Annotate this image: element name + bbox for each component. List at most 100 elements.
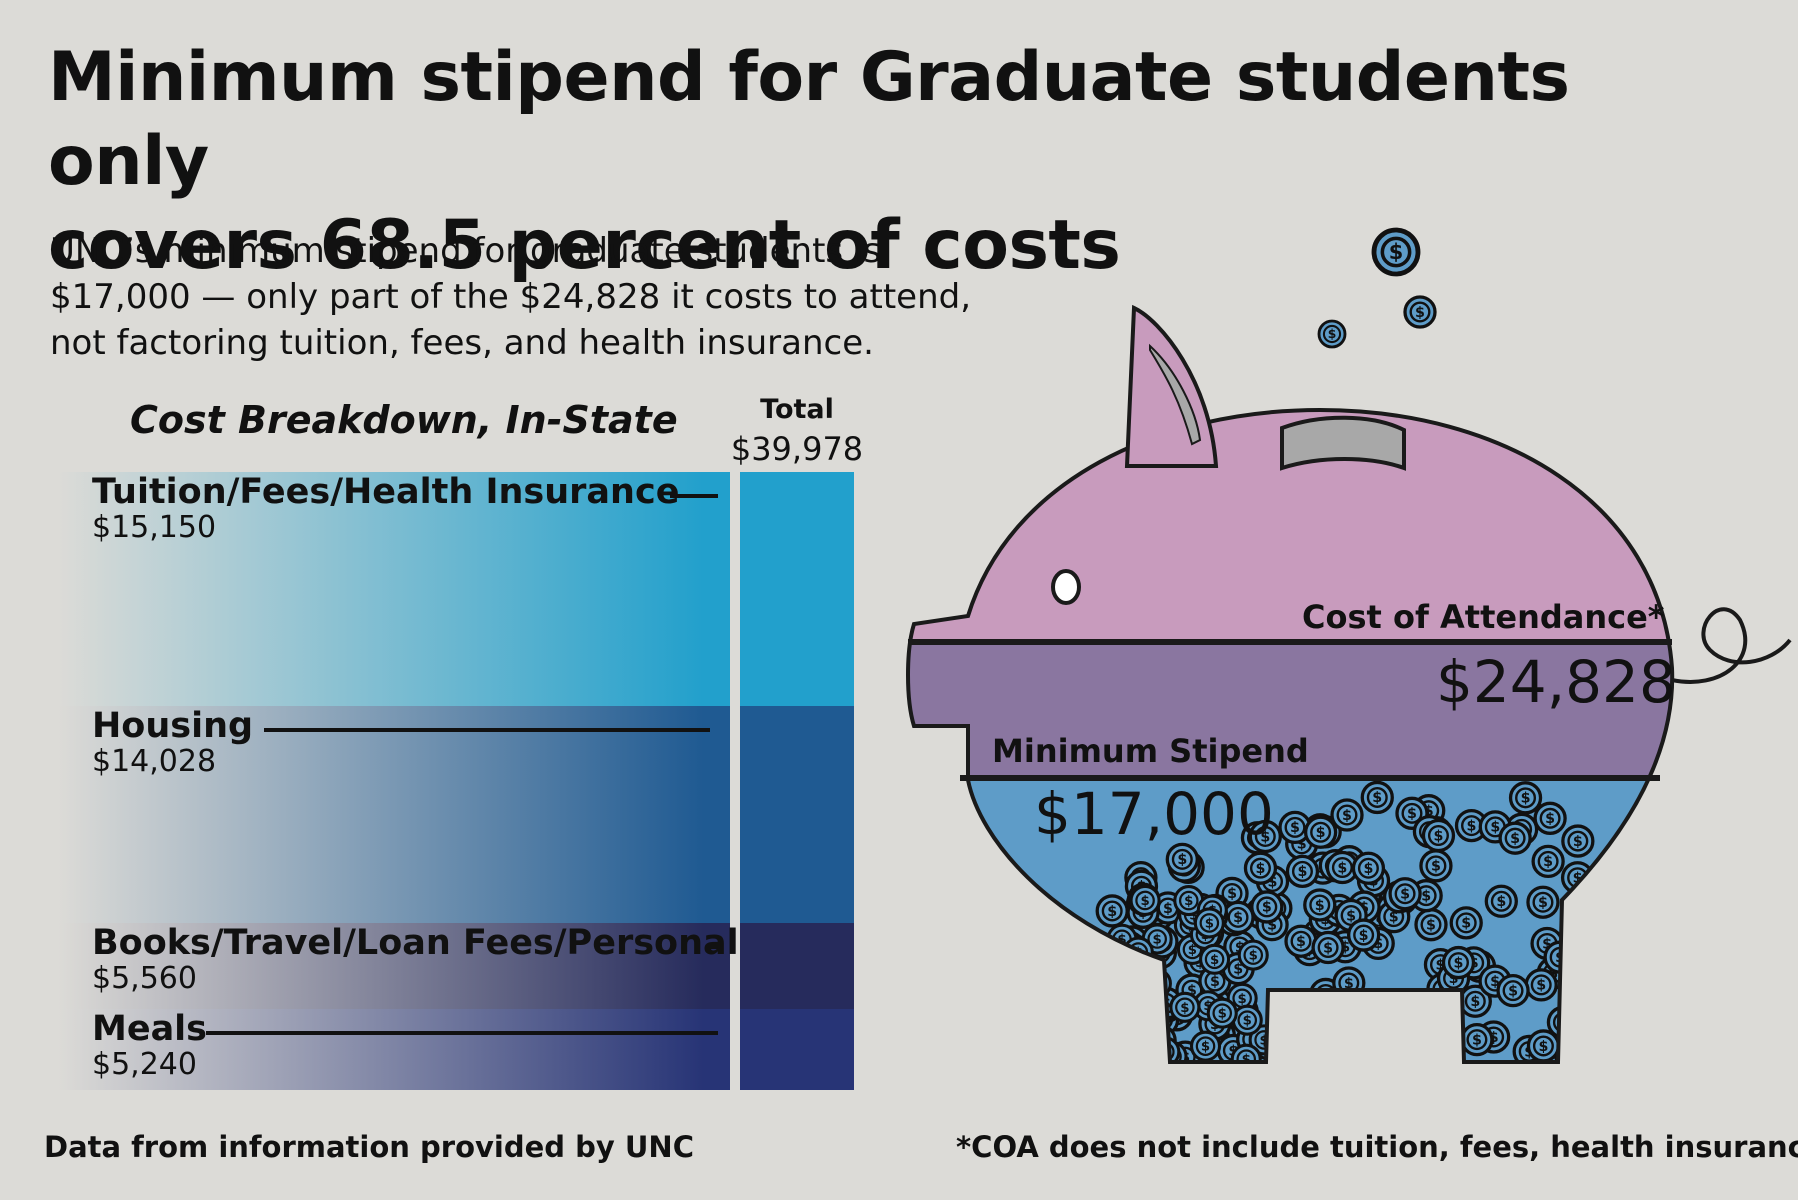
coin-icon: $ (1128, 1041, 1162, 1067)
coin-icon: $ (1508, 781, 1543, 815)
coin-icon: $ (1121, 1021, 1156, 1055)
coa-value: $24,828 (1436, 648, 1676, 716)
svg-text:$: $ (1189, 908, 1198, 923)
svg-text:$: $ (1163, 901, 1173, 917)
svg-text:$: $ (1421, 888, 1431, 904)
svg-text:$: $ (1155, 1033, 1165, 1049)
svg-text:$: $ (1268, 874, 1278, 890)
coin-icon: $ (1388, 877, 1422, 911)
svg-text:$: $ (1389, 1043, 1399, 1059)
svg-text:$: $ (1389, 240, 1404, 264)
coin-icon: $ (1308, 1009, 1342, 1043)
svg-text:$: $ (1227, 886, 1237, 902)
subtitle-line-1: UNC’s minimum stipend for graduate stude… (50, 231, 882, 271)
leader-line-meals (206, 1030, 718, 1035)
svg-text:$: $ (1436, 957, 1446, 973)
coin-icon: $ (1312, 1035, 1346, 1062)
svg-text:$: $ (1373, 936, 1383, 952)
svg-text:$: $ (1538, 1039, 1548, 1055)
svg-text:$: $ (1107, 904, 1117, 920)
coin-icon: $ (1460, 1022, 1494, 1057)
coin-icon: $ (1285, 854, 1320, 889)
coin-icon: $ (1526, 885, 1560, 919)
total-bar-housing (740, 706, 854, 924)
svg-text:$: $ (1490, 974, 1500, 990)
svg-text:$: $ (1543, 854, 1553, 870)
svg-text:$: $ (1296, 934, 1306, 950)
pig-tail (1671, 607, 1792, 684)
coin-icon: $ (1400, 997, 1435, 1031)
total-value: $39,978 (730, 430, 864, 468)
svg-text:$: $ (1249, 949, 1258, 964)
title-line-2: covers 68.5 percent of costs (48, 206, 1121, 285)
svg-text:$: $ (1187, 983, 1197, 999)
breakdown-gradient-meals (58, 1008, 730, 1090)
segment-label-books-travel-loan-fees-personal: Books/Travel/Loan Fees/Personal (92, 923, 739, 964)
svg-text:$: $ (1400, 887, 1410, 903)
coin-icon: $ (1248, 819, 1282, 854)
svg-text:$: $ (1342, 808, 1352, 824)
svg-text:$: $ (1424, 803, 1434, 819)
svg-text:$: $ (1233, 961, 1243, 977)
svg-text:$: $ (1140, 894, 1149, 909)
coin-icon: $ (1302, 1003, 1337, 1037)
svg-text:$: $ (1119, 947, 1129, 963)
pig-outline (906, 407, 1675, 1064)
falling-coin-icon: $ (1403, 295, 1437, 329)
svg-text:$: $ (1210, 974, 1220, 990)
coin-icon: $ (1531, 844, 1565, 879)
svg-text:$: $ (1323, 1021, 1333, 1037)
cost-of-attendance-band (908, 642, 1673, 778)
svg-text:$: $ (1152, 977, 1161, 992)
stipend-value: $17,000 (1034, 780, 1274, 848)
coin-icon: $ (1564, 937, 1598, 972)
falling-coin-icon: $ (1371, 227, 1421, 277)
svg-text:$: $ (1286, 1040, 1296, 1056)
svg-text:$: $ (1125, 1006, 1135, 1022)
svg-text:$: $ (1140, 1051, 1150, 1067)
coin-icon: $ (1122, 1020, 1156, 1055)
svg-text:$: $ (1581, 933, 1591, 949)
coin-icon: $ (1421, 818, 1456, 853)
svg-text:$: $ (1315, 898, 1325, 914)
svg-text:$: $ (1413, 1007, 1423, 1023)
coin-icon: $ (1272, 1024, 1306, 1059)
coin-icon: $ (1413, 1008, 1447, 1042)
svg-text:$: $ (1538, 895, 1548, 911)
coin-icon: $ (1250, 890, 1284, 924)
coin-icon: $ (1087, 1001, 1121, 1035)
falling-coin-icon: $ (1317, 319, 1347, 349)
chart-subtitle: UNC’s minimum stipend for graduate stude… (50, 228, 1010, 366)
svg-text:$: $ (1449, 971, 1459, 987)
svg-text:$: $ (1324, 1044, 1334, 1060)
coin-icon: $ (1311, 930, 1345, 965)
coin-icon: $ (1243, 851, 1278, 885)
svg-text:$: $ (1218, 1007, 1227, 1022)
falling-coins: $ $ $ (1317, 227, 1437, 349)
svg-text:$: $ (1113, 944, 1123, 960)
svg-text:$: $ (1180, 1001, 1189, 1016)
coin-icon: $ (1346, 918, 1381, 952)
title-line-1: Minimum stipend for Graduate students on… (48, 38, 1570, 201)
svg-text:$: $ (1496, 894, 1506, 910)
svg-text:$: $ (1536, 978, 1546, 994)
svg-text:$: $ (1110, 982, 1120, 998)
svg-text:$: $ (1117, 933, 1126, 948)
coin-icon: $ (1098, 972, 1132, 1006)
coin-icon: $ (1095, 894, 1129, 928)
coin-icon: $ (1524, 968, 1558, 1002)
svg-text:$: $ (1134, 1031, 1144, 1047)
coin-icon: $ (1193, 907, 1225, 939)
breakdown-gradient-books-travel-loan-fees-personal (58, 923, 730, 1009)
coin-icon: $ (1377, 1033, 1411, 1062)
svg-text:$: $ (1521, 791, 1531, 807)
svg-text:$: $ (1363, 861, 1373, 877)
coin-icon: $ (1533, 801, 1567, 835)
svg-text:$: $ (1359, 928, 1369, 944)
segment-value-tuition-fees-health-insurance: $15,150 (92, 510, 217, 545)
svg-text:$: $ (1368, 1050, 1378, 1066)
coin-icon: $ (1561, 824, 1595, 858)
svg-text:$: $ (1134, 1030, 1144, 1046)
svg-text:$: $ (1425, 1018, 1435, 1034)
